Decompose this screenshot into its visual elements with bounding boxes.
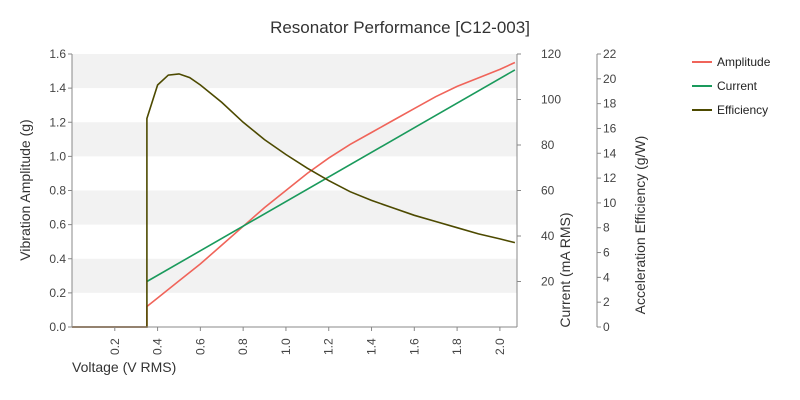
legend-label-current: Current — [717, 79, 758, 93]
series-line-efficiency — [72, 73, 516, 328]
y-right2-tick-label: 6 — [603, 246, 610, 260]
y-left-tick-label: 1.4 — [49, 81, 66, 95]
legend-item-efficiency[interactable]: Efficiency — [692, 103, 768, 117]
y-right1-tick-label: 20 — [541, 275, 555, 289]
y-right2-tick-label: 12 — [603, 171, 617, 185]
legend-label-amplitude: Amplitude — [717, 55, 771, 69]
y-right2-tick-label: 2 — [603, 295, 610, 309]
chart-title: Resonator Performance [C12-003] — [270, 18, 530, 37]
y-left-tick-label: 1.2 — [49, 115, 66, 129]
y-right2-tick-label: 0 — [603, 320, 610, 334]
x-tick-label: 0.6 — [193, 338, 207, 355]
x-tick-label: 1.0 — [279, 338, 293, 355]
y-right2-tick-label: 16 — [603, 121, 617, 135]
y-left-tick-label: 0.8 — [49, 184, 66, 198]
y-right2-tick-label: 8 — [603, 221, 610, 235]
y-left-tick-label: 1.0 — [49, 149, 66, 163]
grid-band — [72, 190, 517, 225]
y-right2-tick-label: 18 — [603, 97, 617, 111]
y-right2-tick-label: 4 — [603, 270, 610, 284]
series-line-amplitude — [72, 61, 516, 328]
grid-band — [72, 258, 517, 293]
axes — [68, 53, 601, 331]
y-left-axis-label: Vibration Amplitude (g) — [17, 119, 33, 260]
x-tick-label: 1.2 — [322, 338, 336, 355]
x-tick-label: 0.8 — [236, 338, 250, 355]
y-left-tick-label: 1.6 — [49, 47, 66, 61]
y-right1-tick-label: 60 — [541, 184, 555, 198]
x-tick-label: 1.6 — [407, 338, 421, 355]
x-tick-label: 0.2 — [108, 338, 122, 355]
y-right2-tick-label: 22 — [603, 47, 617, 61]
legend-item-amplitude[interactable]: Amplitude — [692, 55, 771, 69]
legend: Amplitude Current Efficiency — [692, 55, 771, 117]
y-left-tick-label: 0.0 — [49, 320, 66, 334]
plot-lines — [72, 61, 516, 328]
legend-item-current[interactable]: Current — [692, 79, 758, 93]
x-tick-label: 1.8 — [450, 338, 464, 355]
y-right2-tick-label: 14 — [603, 146, 617, 160]
tick-labels: 0.2 0.4 0.6 0.8 1.0 1.2 1.4 1.6 1.8 2.0 0.0 0.2 0.4 0… — [49, 47, 616, 355]
y-left-tick-label: 0.6 — [49, 218, 66, 232]
y-right1-tick-label: 80 — [541, 138, 555, 152]
x-tick-label: 0.4 — [151, 338, 165, 355]
x-axis-label: Voltage (V RMS) — [72, 359, 176, 375]
y-right1-axis-label: Current (mA RMS) — [557, 212, 573, 327]
y-left-tick-label: 0.2 — [49, 286, 66, 300]
x-tick-label: 1.4 — [365, 338, 379, 355]
y-right2-axis-label: Acceleration Efficiency (g/W) — [632, 136, 648, 315]
y-right2-tick-label: 20 — [603, 72, 617, 86]
y-right1-tick-label: 120 — [541, 47, 561, 61]
y-right1-tick-label: 100 — [541, 93, 561, 107]
series-line-current — [146, 69, 516, 283]
grid-bands — [72, 54, 517, 293]
x-tick-label: 2.0 — [493, 338, 507, 355]
y-right1-tick-label: 40 — [541, 229, 555, 243]
y-right2-tick-label: 10 — [603, 196, 617, 210]
grid-band — [72, 54, 517, 89]
legend-label-efficiency: Efficiency — [717, 103, 768, 117]
y-left-tick-label: 0.4 — [49, 252, 66, 266]
grid-band — [72, 122, 517, 157]
